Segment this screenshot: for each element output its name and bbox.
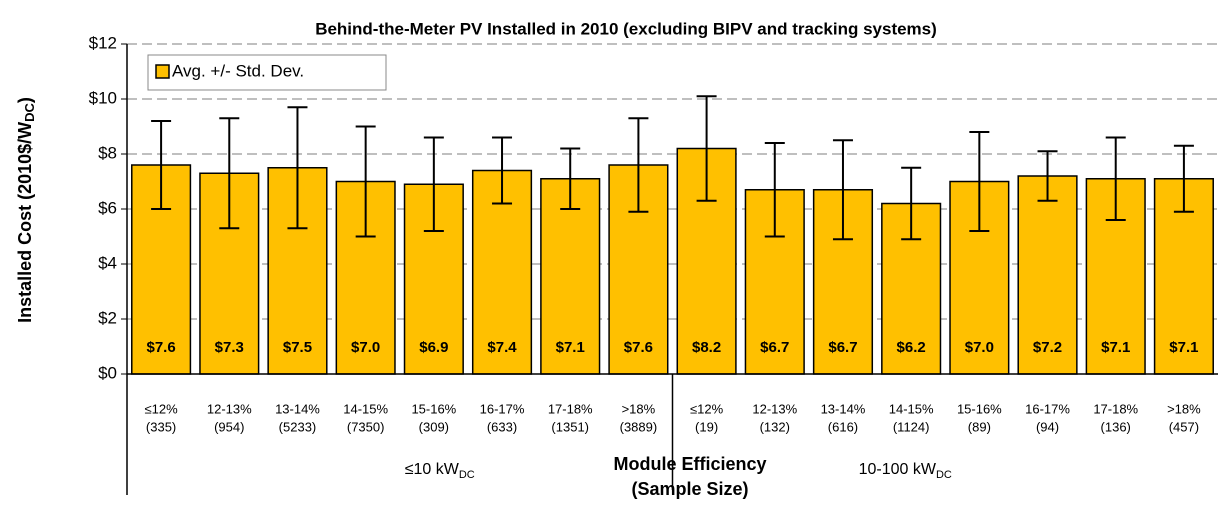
sample-size-label: (7350): [347, 419, 385, 434]
error-bar: [492, 136, 513, 205]
group-label: 10-100 kWDC: [859, 461, 952, 481]
legend-label: Avg. +/- Std. Dev.: [172, 61, 304, 80]
x-tick-label: 13-14%: [275, 401, 320, 416]
value-label: $8.2: [692, 339, 721, 356]
group-label: ≤10 kWDC: [405, 461, 475, 481]
error-bar: [1105, 136, 1126, 221]
group-label-sub: DC: [936, 469, 952, 481]
x-tick-label: ≤12%: [690, 401, 724, 416]
error-bar: [287, 106, 308, 230]
legend-box: [147, 54, 387, 91]
group-label-text: ≤10 kW: [405, 461, 460, 478]
sample-size-label: (89): [968, 419, 991, 434]
x-tick-label: 14-15%: [889, 401, 934, 416]
x-axis-label: Module Efficiency: [613, 454, 766, 474]
sample-size-label: (5233): [279, 419, 317, 434]
error-bar: [696, 95, 717, 202]
y-tick-label: $0: [98, 363, 117, 382]
bar: [540, 178, 601, 375]
y-tick-label: $4: [98, 253, 117, 272]
group-label-text: 10-100 kW: [859, 461, 937, 478]
error-bar: [764, 142, 785, 238]
x-tick-label: 17-18%: [548, 401, 593, 416]
bar: [1017, 175, 1078, 375]
y-tick-label: $10: [89, 88, 117, 107]
value-label: $6.9: [419, 339, 448, 356]
error-bar: [628, 117, 649, 213]
value-label: $7.4: [487, 339, 517, 356]
x-tick-label: ≤12%: [145, 401, 179, 416]
x-tick-label: 14-15%: [343, 401, 388, 416]
value-label: $6.7: [760, 339, 789, 356]
value-label: $6.2: [897, 339, 926, 356]
error-bar: [901, 166, 922, 241]
y-tick-label: $6: [98, 198, 117, 217]
y-axis-label-sub: DC: [22, 102, 37, 121]
x-tick-label: 12-13%: [207, 401, 252, 416]
error-bar: [219, 117, 240, 230]
value-label: $7.1: [556, 339, 585, 356]
error-bar: [355, 125, 376, 238]
error-bar: [560, 147, 581, 210]
value-label: $7.3: [215, 339, 244, 356]
error-bar: [423, 136, 444, 232]
y-axis-label-end: ): [15, 97, 35, 103]
y-axis-label: Installed Cost (2010$/WDC): [15, 97, 38, 323]
x-tick-label: 16-17%: [1025, 401, 1070, 416]
sample-size-label: (335): [146, 419, 176, 434]
x-tick-label: >18%: [1167, 401, 1201, 416]
x-tick-label: >18%: [622, 401, 656, 416]
y-tick-label: $2: [98, 308, 117, 327]
value-label: $7.1: [1101, 339, 1130, 356]
x-tick-label: 13-14%: [821, 401, 866, 416]
group-label-sub: DC: [459, 469, 475, 481]
sample-size-label: (1124): [893, 419, 930, 434]
error-bar: [1037, 150, 1058, 202]
x-axis-label: (Sample Size): [631, 479, 748, 499]
value-label: $6.7: [828, 339, 857, 356]
value-label: $7.2: [1033, 339, 1062, 356]
x-tick-label: 16-17%: [480, 401, 525, 416]
y-tick-label: $12: [89, 33, 117, 52]
value-label: $7.0: [965, 339, 994, 356]
y-tick-label: $8: [98, 143, 117, 162]
value-label: $7.5: [283, 339, 312, 356]
chart-title: Behind-the-Meter PV Installed in 2010 (e…: [315, 19, 937, 38]
error-bar: [1173, 144, 1194, 213]
sample-size-label: (19): [695, 419, 718, 434]
value-label: $7.0: [351, 339, 380, 356]
sample-size-label: (3889): [620, 419, 658, 434]
x-tick-label: 15-16%: [957, 401, 1002, 416]
sample-size-label: (457): [1169, 419, 1199, 434]
sample-size-label: (1351): [551, 419, 589, 434]
sample-size-label: (136): [1101, 419, 1131, 434]
y-axis-label-text: Installed Cost (2010$/W: [15, 122, 35, 323]
value-label: $7.6: [624, 339, 653, 356]
value-label: $7.1: [1169, 339, 1198, 356]
sample-size-label: (309): [419, 419, 449, 434]
x-tick-label: 12-13%: [752, 401, 797, 416]
error-bar: [969, 131, 990, 232]
bar: [131, 164, 192, 375]
error-bar: [151, 120, 172, 210]
sample-size-label: (616): [828, 419, 858, 434]
x-tick-label: 15-16%: [411, 401, 456, 416]
error-bar: [832, 139, 853, 241]
sample-size-label: (132): [760, 419, 790, 434]
sample-size-label: (633): [487, 419, 517, 434]
legend-swatch: [155, 64, 170, 79]
sample-size-label: (954): [214, 419, 244, 434]
x-tick-label: 17-18%: [1093, 401, 1138, 416]
value-label: $7.6: [146, 339, 175, 356]
sample-size-label: (94): [1036, 419, 1059, 434]
